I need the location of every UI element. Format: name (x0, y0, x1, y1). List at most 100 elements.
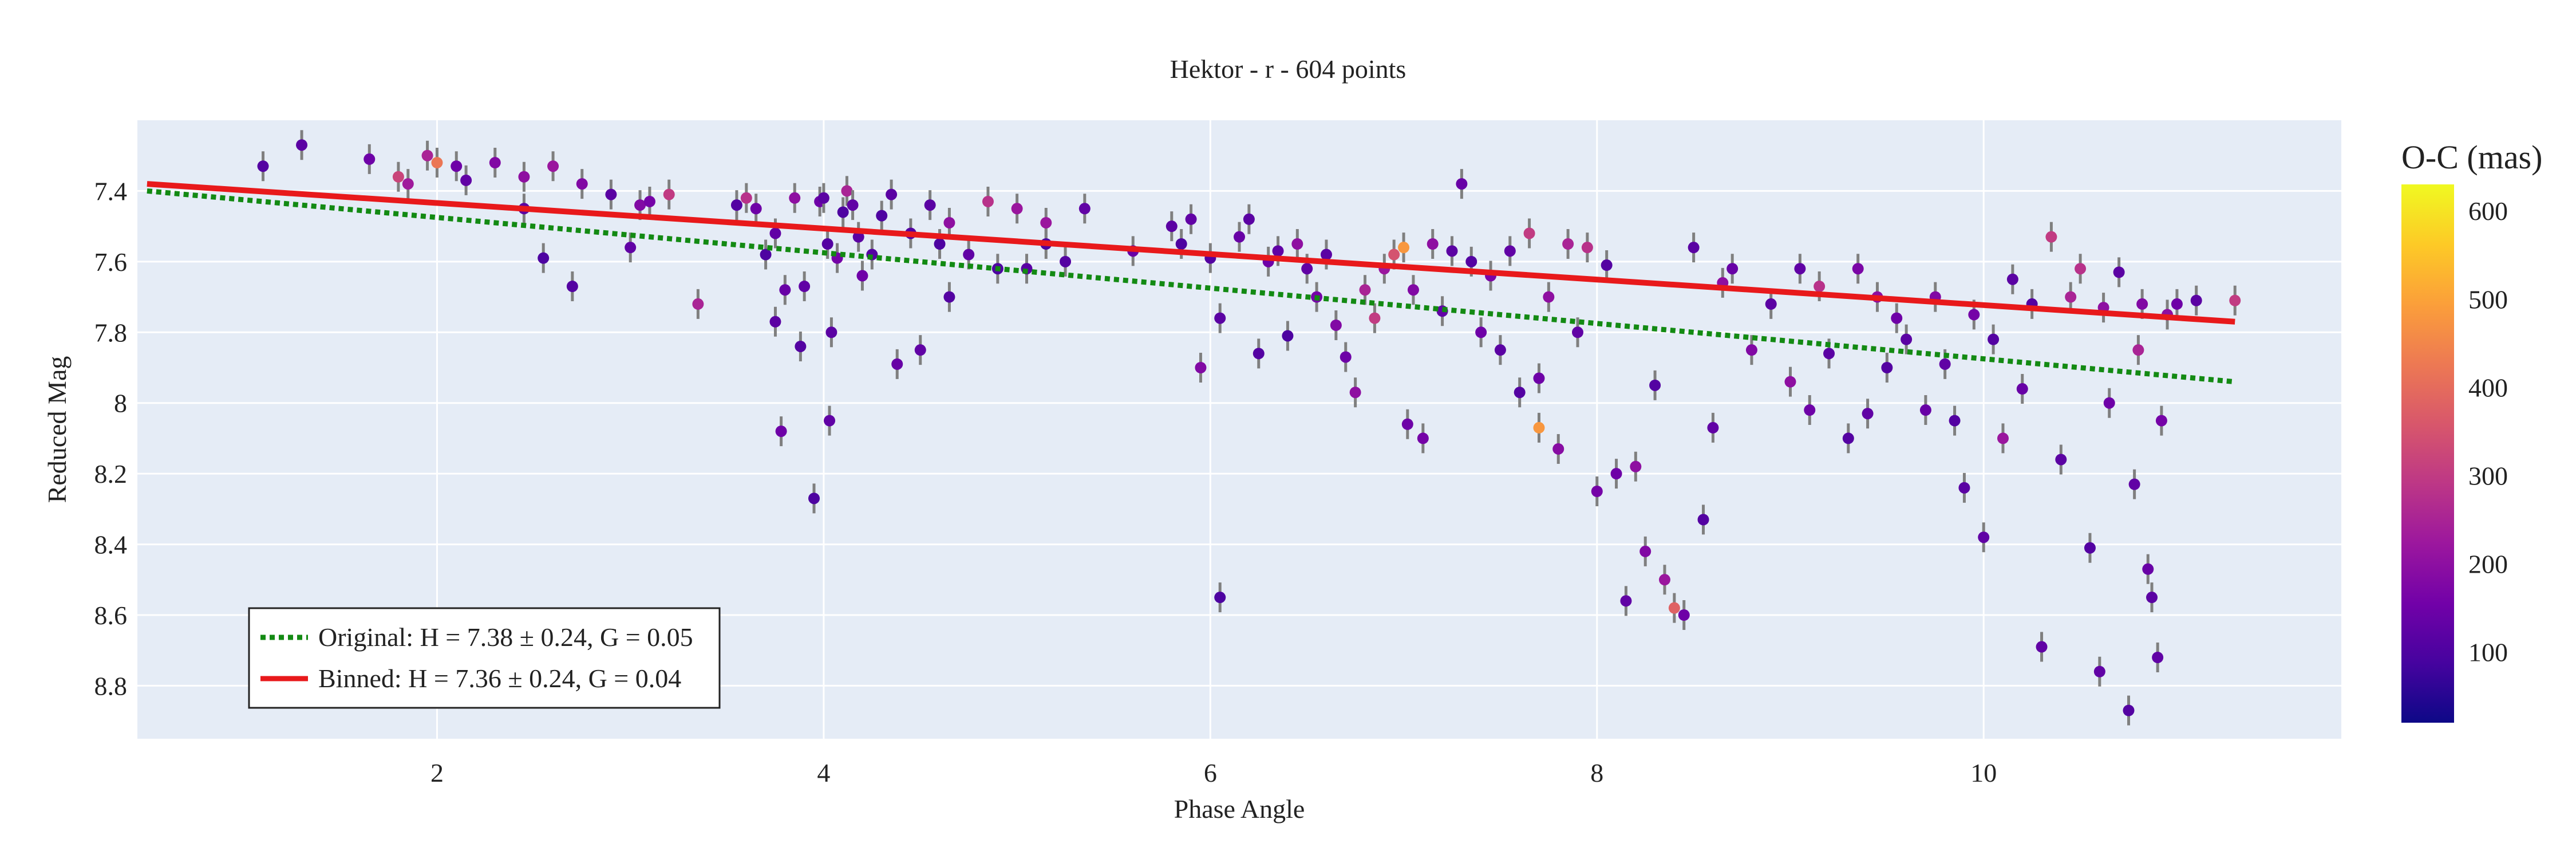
data-point (1427, 238, 1439, 250)
data-point (1988, 333, 2000, 345)
data-point (2084, 542, 2096, 554)
data-point (605, 188, 617, 200)
y-tick-label: 8.6 (94, 601, 128, 630)
grid-lines (137, 120, 2341, 739)
data-point (1234, 231, 1245, 243)
data-point (2229, 294, 2241, 306)
data-point (769, 227, 781, 239)
data-point (1165, 220, 1178, 233)
data-point (566, 281, 578, 293)
data-point (1552, 443, 1564, 455)
data-point (1533, 372, 1545, 384)
data-point (1504, 245, 1516, 257)
data-point (825, 326, 837, 338)
y-tick-label: 8.2 (94, 459, 128, 488)
data-point (1446, 245, 1458, 257)
data-point (1195, 362, 1207, 373)
data-point (1533, 421, 1545, 434)
data-point (451, 160, 463, 172)
data-point (1494, 344, 1506, 356)
data-point (1620, 595, 1632, 607)
colorbar-tick-label: 500 (2468, 285, 2508, 314)
data-point (2155, 415, 2167, 427)
fit-line-binned (147, 181, 2235, 325)
data-point (891, 358, 903, 370)
data-point (1359, 284, 1371, 296)
data-point (692, 298, 704, 310)
legend-box (248, 607, 721, 709)
data-point (392, 171, 404, 183)
data-point (1726, 263, 1739, 275)
data-point (1658, 574, 1670, 586)
data-point (2016, 383, 2028, 395)
data-point (2128, 478, 2140, 490)
data-point (625, 242, 637, 254)
data-point (1949, 415, 1961, 427)
data-point (760, 249, 772, 261)
data-point (1581, 242, 1593, 254)
data-point (1601, 259, 1613, 271)
data-point (1417, 432, 1429, 444)
data-point (1291, 238, 1303, 250)
data-point (296, 139, 308, 151)
y-axis-title: Reduced Mag (42, 356, 72, 503)
data-point (1745, 344, 1757, 356)
data-point (1543, 291, 1555, 303)
data-point (663, 188, 675, 200)
data-point (2006, 273, 2018, 285)
data-point (1997, 432, 2009, 444)
data-point (1978, 531, 1990, 543)
data-point (1678, 609, 1690, 621)
data-point (1862, 408, 1874, 420)
data-point (821, 238, 833, 250)
colorbar-ticks: 100 200 300 400 500 600 (2468, 196, 2508, 667)
data-point (740, 192, 752, 204)
data-point (841, 185, 853, 197)
data-point (856, 270, 868, 282)
x-tick-label: 6 (1204, 758, 1217, 787)
y-tick-label: 8.4 (94, 530, 128, 559)
data-point (643, 195, 655, 207)
data-point (1272, 245, 1284, 257)
data-point (2045, 231, 2057, 243)
y-axis-ticks: 7.4 7.6 7.8 8 8.2 8.4 8.6 8.8 (94, 176, 128, 700)
data-point (1398, 242, 1410, 254)
colorbar-tick-label: 100 (2468, 638, 2508, 667)
data-point (1842, 432, 1854, 444)
data-point (1765, 298, 1777, 310)
data-point (924, 199, 936, 211)
data-point (1562, 238, 1574, 250)
data-point (634, 199, 646, 211)
data-point (2113, 266, 2125, 278)
data-point (1214, 312, 1226, 324)
fit-lines (147, 181, 2235, 385)
data-point (538, 252, 550, 264)
y-tick-label: 8.8 (94, 671, 128, 700)
data-point (1901, 333, 1913, 345)
x-axis-ticks: 2 4 6 8 10 (430, 758, 1997, 787)
data-point (2055, 454, 2067, 466)
data-point (1697, 514, 1709, 526)
data-point (1630, 460, 1642, 472)
data-point (1668, 602, 1680, 614)
data-point (2093, 665, 2105, 677)
data-point (1214, 592, 1226, 604)
data-point (963, 249, 975, 261)
data-point (547, 160, 559, 172)
data-point (1243, 213, 1255, 225)
data-point (769, 316, 781, 328)
x-tick-label: 8 (1590, 758, 1603, 787)
data-point (2075, 263, 2087, 275)
data-point (1349, 387, 1361, 399)
data-point (1060, 255, 1072, 267)
data-point (1639, 545, 1652, 557)
legend-label-binned: Binned: H = 7.36 ± 0.24, G = 0.04 (318, 664, 681, 693)
x-tick-label: 4 (817, 758, 830, 787)
x-tick-label: 10 (1970, 758, 1997, 787)
data-point (1794, 263, 1806, 275)
data-point (257, 160, 269, 172)
data-point (775, 425, 787, 438)
data-point (1823, 348, 1835, 360)
colorbar-tick-label: 600 (2468, 196, 2508, 226)
